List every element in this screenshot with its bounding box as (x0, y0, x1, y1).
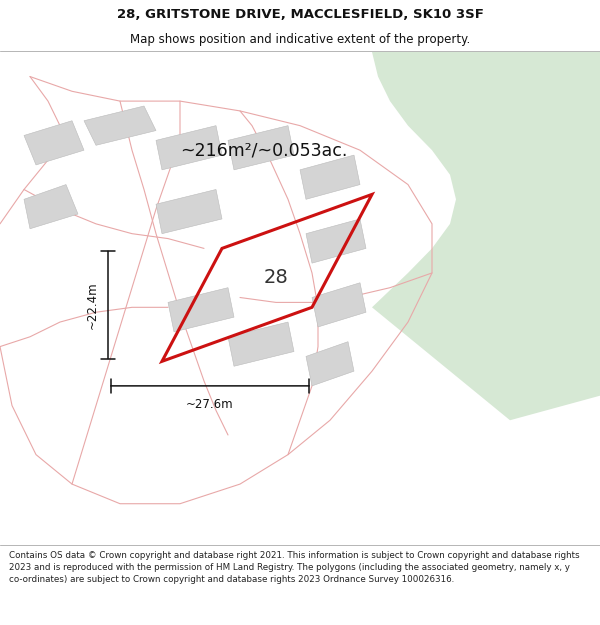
Polygon shape (156, 126, 222, 170)
Polygon shape (312, 282, 366, 327)
Text: ~216m²/~0.053ac.: ~216m²/~0.053ac. (181, 141, 347, 159)
Text: 28: 28 (263, 268, 289, 288)
Polygon shape (306, 219, 366, 263)
Polygon shape (372, 52, 600, 420)
Polygon shape (228, 126, 294, 170)
Polygon shape (156, 189, 222, 234)
Text: ~27.6m: ~27.6m (186, 398, 234, 411)
Text: ~22.4m: ~22.4m (86, 281, 99, 329)
Polygon shape (228, 322, 294, 366)
Polygon shape (306, 342, 354, 386)
Text: 28, GRITSTONE DRIVE, MACCLESFIELD, SK10 3SF: 28, GRITSTONE DRIVE, MACCLESFIELD, SK10 … (116, 8, 484, 21)
Polygon shape (300, 155, 360, 199)
Polygon shape (84, 106, 156, 145)
Polygon shape (24, 184, 78, 229)
Polygon shape (168, 288, 234, 332)
Text: Map shows position and indicative extent of the property.: Map shows position and indicative extent… (130, 32, 470, 46)
Text: Contains OS data © Crown copyright and database right 2021. This information is : Contains OS data © Crown copyright and d… (9, 551, 580, 584)
Polygon shape (24, 121, 84, 165)
